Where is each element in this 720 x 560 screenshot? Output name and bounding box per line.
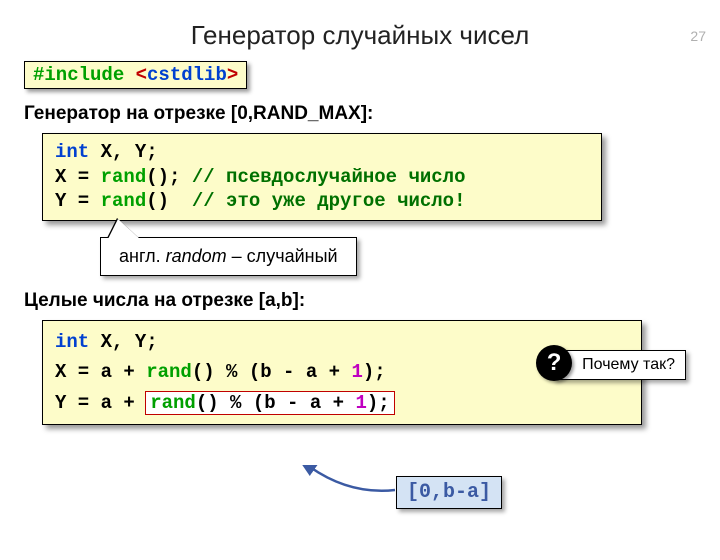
code-text: X = a + (55, 361, 146, 383)
callout-suffix: – случайный (227, 246, 338, 266)
question-label: Почему так? (582, 356, 675, 373)
angle-close: > (227, 64, 238, 86)
literal-1: 1 (355, 392, 366, 414)
literal-1: 1 (351, 361, 362, 383)
code-text: X, Y; (89, 331, 157, 353)
callout-random: англ. random – случайный (100, 237, 720, 276)
range-label: [0,b-a] (396, 476, 502, 509)
arrow-icon (300, 465, 400, 505)
code-text: Y = (55, 190, 101, 212)
slide-number: 27 (690, 28, 706, 44)
fn-rand: rand (101, 190, 147, 212)
include-kw: #include (33, 64, 136, 86)
fn-rand: rand (146, 361, 192, 383)
code-text: () (146, 190, 169, 212)
comment: // псевдослучайное число (180, 166, 465, 188)
section-heading-1: Генератор на отрезке [0,RAND_MAX]: (24, 103, 720, 125)
code-text: ); (363, 361, 386, 383)
code-text: Y = a + (55, 392, 146, 414)
callout-prefix: англ. (119, 246, 166, 266)
question-callout: ? Почему так? (553, 350, 686, 380)
callout-word: random (166, 246, 227, 266)
code-block-1: int X, Y; X = rand(); // псевдослучайное… (42, 133, 602, 221)
code-text: (); (146, 166, 180, 188)
code-text: ); (367, 392, 390, 414)
fn-rand: rand (101, 166, 147, 188)
angle-open: < (136, 64, 147, 86)
page-title: Генератор случайных чисел (0, 20, 720, 51)
code-text: X = (55, 166, 101, 188)
code-text: () % (b - a + (196, 392, 356, 414)
question-mark-icon: ? (536, 345, 572, 381)
highlighted-expr: rand() % (b - a + 1); (146, 392, 393, 414)
callout-arrow-icon (108, 219, 140, 239)
code-text: () % (b - a + (192, 361, 352, 383)
kw-int: int (55, 141, 89, 163)
kw-int: int (55, 331, 89, 353)
fn-rand: rand (150, 392, 196, 414)
code-text: X, Y; (89, 141, 157, 163)
include-lib: cstdlib (147, 64, 227, 86)
comment: // это уже другое число! (169, 190, 465, 212)
include-directive: #include <cstdlib> (24, 61, 247, 89)
section-heading-2: Целые числа на отрезке [a,b]: (24, 290, 720, 312)
